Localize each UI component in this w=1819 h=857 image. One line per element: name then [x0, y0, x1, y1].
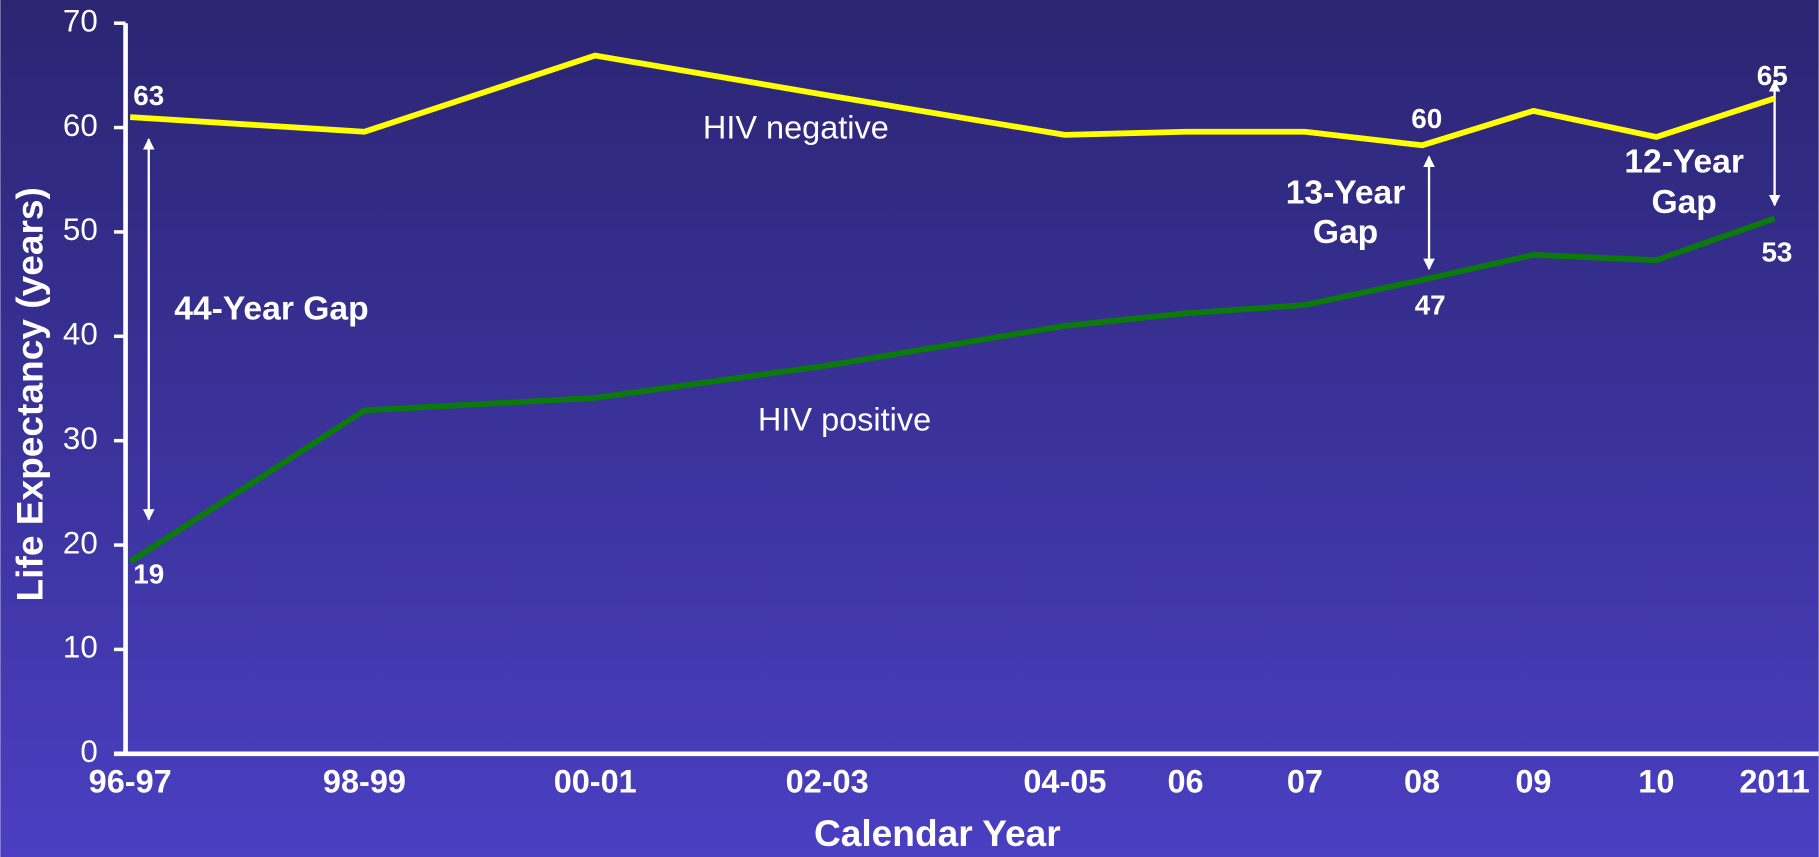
series-line	[128, 215, 1776, 565]
y-tick-label: 30	[63, 421, 98, 456]
x-tick-label: 06	[1167, 764, 1203, 800]
x-tick-label: 09	[1515, 764, 1551, 800]
x-tick-label: 00-01	[554, 764, 637, 800]
annotation: Gap	[1313, 214, 1378, 251]
y-tick-label: 50	[63, 212, 98, 247]
annotation: 65	[1757, 60, 1788, 91]
series-line	[130, 52, 1776, 149]
y-tick-label: 20	[63, 525, 98, 560]
annotation: 47	[1415, 290, 1446, 321]
annotation: 60	[1411, 103, 1442, 134]
y-tick-label: 60	[63, 108, 98, 143]
annotation: 44-Year Gap	[174, 291, 368, 328]
y-tick-label: 70	[63, 3, 98, 38]
annotation: 19	[133, 559, 164, 590]
x-tick-label: 10	[1638, 764, 1674, 800]
series-label: HIV positive	[758, 402, 931, 438]
x-tick-label: 02-03	[786, 764, 869, 800]
y-tick-label: 40	[63, 317, 98, 352]
x-tick-label: 07	[1287, 764, 1323, 800]
x-axis-title: Calendar Year	[814, 812, 1061, 854]
annotation: Gap	[1651, 184, 1716, 221]
annotation: 12-Year	[1624, 143, 1744, 180]
series-label: HIV negative	[703, 109, 889, 145]
x-tick-label: 2011	[1739, 764, 1809, 800]
x-tick-label: 08	[1404, 764, 1440, 800]
y-axis-title: Life Expectancy (years)	[9, 187, 51, 601]
x-tick-label: 04-05	[1023, 764, 1106, 800]
y-tick-label: 10	[63, 630, 98, 665]
annotation: 13-Year	[1286, 175, 1406, 212]
x-tick-label: 98-99	[323, 764, 406, 800]
annotation: 63	[133, 80, 164, 111]
annotation: 53	[1761, 236, 1792, 267]
y-tick-label: 0	[80, 734, 97, 769]
x-tick-label: 96-97	[89, 764, 172, 800]
